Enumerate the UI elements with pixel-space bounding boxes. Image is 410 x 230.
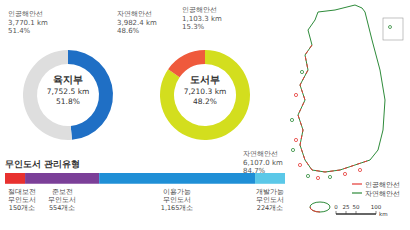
svg-text:50: 50 — [353, 204, 360, 210]
html-text:1,103.3 km: 1,103.3 km — [182, 14, 222, 23]
html-text:무인도서 관리유형: 무인도서 관리유형 — [5, 159, 81, 169]
html-text:도서부: 도서부 — [190, 74, 220, 85]
html-text:1,165개소: 1,165개소 — [160, 204, 194, 212]
html-text:자연해안선: 자연해안선 — [243, 150, 278, 158]
html-text:51.8%: 51.8% — [56, 97, 80, 106]
html-text:무인도서: 무인도서 — [163, 196, 192, 204]
svg-text:자연해안선: 자연해안선 — [365, 190, 400, 198]
html-text:7,752.5 km: 7,752.5 km — [46, 87, 90, 96]
html-text:절대보전: 절대보전 — [8, 188, 36, 196]
html-text:육지부: 육지부 — [53, 74, 83, 85]
html-text:무인도서: 무인도서 — [8, 196, 36, 204]
html-text:51.4%: 51.4% — [8, 27, 31, 35]
svg-text:25: 25 — [343, 204, 350, 210]
html-text:554개소: 554개소 — [48, 204, 76, 212]
html-text:이용가능: 이용가능 — [163, 188, 192, 196]
html-text:224개소: 224개소 — [256, 204, 284, 212]
html-text:7,210.3 km: 7,210.3 km — [183, 87, 227, 96]
html-text:150개소: 150개소 — [8, 204, 36, 212]
html-text:자연해안선: 자연해안선 — [117, 10, 152, 18]
html-text:84.7%: 84.7% — [243, 167, 266, 175]
html-text:3,770.1 km: 3,770.1 km — [8, 18, 48, 27]
html-text:인공해안선: 인공해안선 — [182, 6, 217, 14]
html-text:6,107.0 km: 6,107.0 km — [243, 158, 283, 167]
svg-text:인공해안선: 인공해안선 — [365, 181, 400, 189]
html-text:48.6%: 48.6% — [117, 27, 140, 35]
svg-text:0: 0 — [334, 204, 338, 210]
html-text:무인도서: 무인도서 — [48, 196, 77, 204]
svg-text:100: 100 — [371, 204, 382, 210]
html-text:3,982.4 km: 3,982.4 km — [117, 18, 157, 27]
html-text:개발가능: 개발가능 — [256, 188, 284, 196]
html-text:48.2%: 48.2% — [193, 97, 217, 106]
html-text:인공해안선: 인공해안선 — [8, 10, 43, 18]
html-text:준보전: 준보전 — [51, 188, 73, 196]
svg-text:km: km — [379, 211, 388, 217]
html-text:무인도서: 무인도서 — [256, 196, 284, 204]
html-text:15.3%: 15.3% — [182, 23, 205, 31]
